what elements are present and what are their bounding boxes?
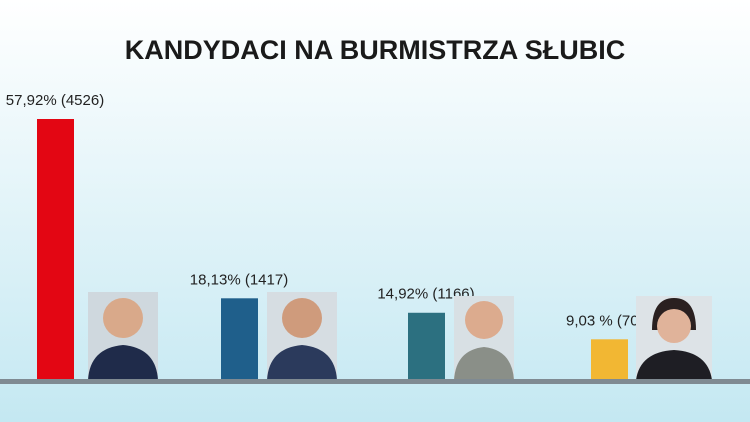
- candidate-photo: [267, 292, 337, 380]
- value-label: 57,92% (4526): [6, 92, 104, 109]
- candidate-photo: [88, 292, 158, 380]
- candidate-photo: [454, 296, 514, 380]
- bar: [221, 298, 258, 380]
- value-label: 9,03 % (705): [566, 312, 652, 329]
- baseline: [0, 379, 750, 384]
- bar: [408, 312, 445, 380]
- candidate-photo: [636, 296, 712, 380]
- chart-title: KANDYDACI NA BURMISTRZA SŁUBIC: [125, 35, 625, 65]
- bar: [591, 339, 628, 380]
- value-label: 14,92% (1166): [377, 286, 474, 303]
- candidate-photos: [88, 292, 712, 380]
- bar: [37, 119, 74, 380]
- value-label: 18,13% (1417): [190, 271, 288, 288]
